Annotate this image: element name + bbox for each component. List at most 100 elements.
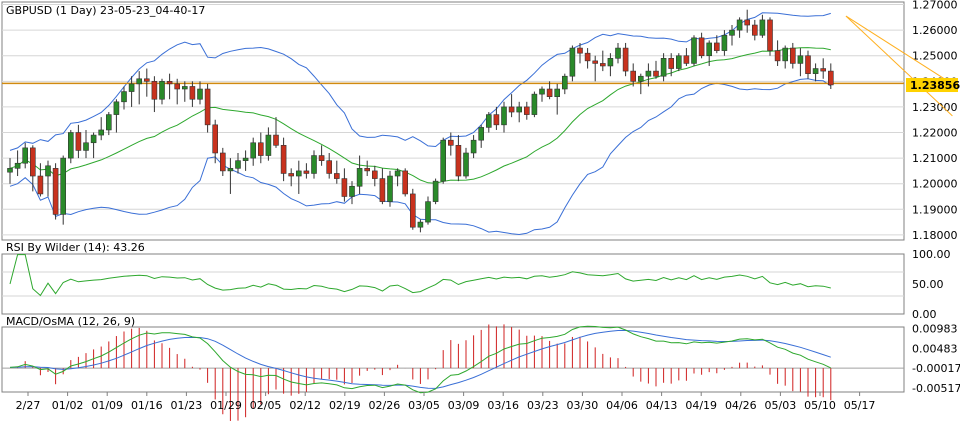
candle-body	[463, 152, 469, 177]
candle	[402, 168, 409, 197]
candle	[736, 17, 743, 38]
x-tick-label: 04/06	[606, 399, 638, 412]
candle	[721, 30, 728, 56]
current-price-marker: 1.23856	[906, 78, 960, 93]
candle-body	[90, 134, 97, 144]
macd-y-tick-label: 0.00983	[912, 322, 958, 335]
main-y-tick-label: 1.20000	[912, 178, 958, 191]
candle	[144, 68, 150, 97]
candle	[159, 78, 165, 105]
candle-body	[45, 165, 51, 177]
candle-body	[493, 114, 500, 126]
rsi-title: RSI By Wilder (14): 43.26	[6, 241, 145, 254]
candle-body	[599, 63, 606, 67]
candle	[417, 219, 424, 233]
candle-body	[166, 81, 173, 85]
candle-body	[713, 42, 720, 51]
candle-body	[827, 70, 834, 86]
candle	[569, 45, 576, 82]
candle	[485, 112, 492, 133]
candle	[584, 48, 591, 69]
candle-body	[68, 132, 74, 159]
candle-body	[128, 83, 135, 92]
main-panel-frame	[1, 1, 905, 241]
candle	[341, 168, 348, 202]
candle	[447, 132, 454, 156]
candle-body	[425, 201, 431, 223]
candle-body	[227, 168, 234, 172]
rsi-y-tick-label: 100.00	[912, 248, 951, 261]
candle	[379, 168, 386, 205]
candle-body	[402, 170, 409, 195]
candle-body	[7, 168, 13, 173]
candle-body	[523, 106, 530, 115]
candle-body	[615, 47, 621, 59]
candle	[242, 150, 249, 171]
candle-body	[83, 142, 89, 151]
x-tick-label: 02/19	[329, 399, 361, 412]
candle-body	[432, 180, 439, 202]
candle	[622, 42, 629, 77]
candle-body	[675, 55, 682, 69]
main-panel: 1.270001.260001.250001.240001.230001.220…	[1, 0, 960, 242]
macd-y-tick-label: -0.00517	[912, 382, 960, 395]
rsi-line-group	[9, 254, 831, 297]
candle-body	[113, 101, 120, 115]
lower-trend-line	[845, 15, 953, 117]
candle-body	[508, 106, 515, 113]
candle-body	[29, 147, 36, 177]
candle-body	[812, 68, 819, 74]
macd-y-axis: 0.00983 0.00483 -0.00017 -0.00517	[912, 322, 960, 394]
candle	[789, 42, 796, 69]
candle-body	[554, 88, 561, 97]
macd-panel-frame	[1, 326, 905, 393]
candle-body	[326, 160, 333, 174]
candle	[767, 17, 773, 56]
candles	[7, 9, 834, 233]
candle	[227, 158, 234, 194]
macd-y-tick-label: 0.00483	[912, 342, 958, 355]
candle	[220, 147, 226, 177]
candle	[60, 155, 67, 225]
candle	[812, 63, 819, 82]
candle-body	[288, 173, 295, 177]
x-tick-label: 05/03	[765, 399, 797, 412]
candle	[713, 35, 720, 54]
candle-body	[630, 70, 637, 82]
macd-y-tick-label: -0.00017	[912, 362, 960, 375]
candle	[493, 106, 500, 130]
candle	[387, 170, 393, 207]
candle	[364, 160, 371, 177]
candle	[98, 117, 104, 141]
candle-body	[607, 58, 614, 67]
candle	[68, 129, 74, 164]
candle	[827, 63, 834, 90]
candle-body	[668, 58, 675, 69]
candle	[250, 137, 256, 166]
candle-body	[52, 168, 59, 215]
trend-lines	[845, 15, 953, 117]
candle-body	[151, 81, 158, 100]
candle	[425, 196, 431, 225]
x-tick-label: 04/13	[646, 399, 678, 412]
x-tick-label: 2/27	[16, 399, 41, 412]
candle-body	[311, 155, 317, 174]
candle-body	[235, 160, 241, 169]
candle	[523, 101, 530, 120]
x-tick-label: 05/10	[804, 399, 836, 412]
candle-body	[364, 168, 371, 172]
x-tick-label: 03/30	[567, 399, 599, 412]
candle-body	[303, 170, 310, 174]
rsi-line	[9, 254, 831, 297]
candle-body	[759, 19, 766, 36]
candle-body	[660, 58, 667, 77]
candle-body	[341, 178, 348, 197]
candle	[592, 55, 599, 82]
main-y-tick-label: 1.27000	[912, 0, 958, 12]
x-tick-label: 05/17	[844, 399, 876, 412]
candle-body	[501, 106, 507, 126]
candle	[333, 160, 340, 184]
main-y-tick-label: 1.23000	[912, 101, 958, 114]
candle-body	[440, 139, 447, 182]
rsi-panel: 100.00 50.00 0.00 RSI By Wilder (14): 43.2…	[1, 241, 951, 321]
